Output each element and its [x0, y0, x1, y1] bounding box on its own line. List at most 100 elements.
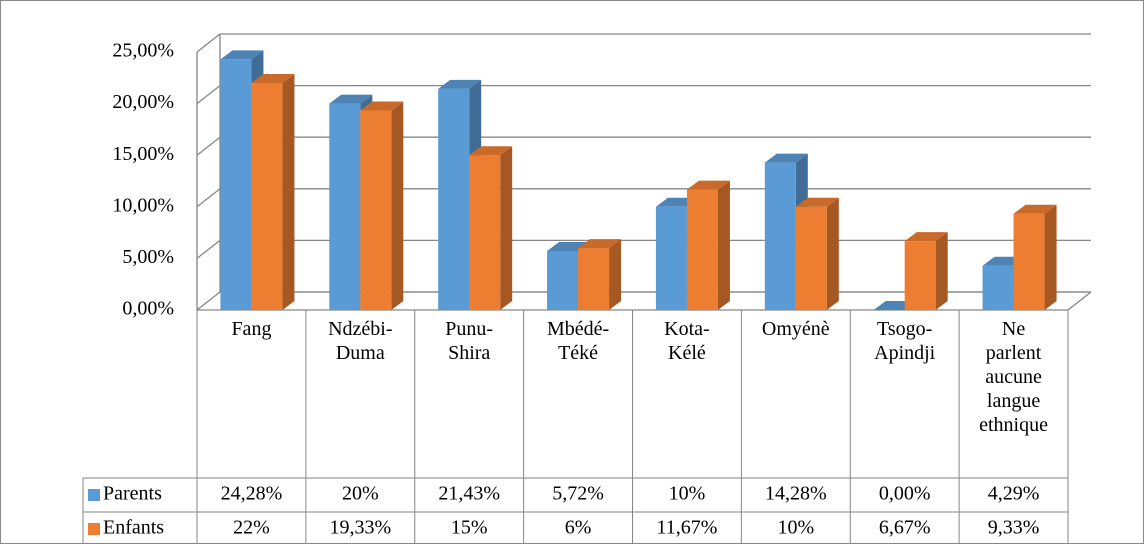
x-tick-label-line: Téké: [558, 342, 598, 364]
value-label: 20%: [342, 483, 379, 505]
x-tick-label-line: Tsogo-: [877, 318, 932, 340]
value-label: 4,29%: [988, 483, 1040, 505]
bar-front: [251, 82, 283, 311]
value-label: 6,67%: [879, 517, 931, 539]
value-label: 21,43%: [438, 483, 500, 505]
x-tick-label: Ne parlent aucune langue ethnique: [979, 318, 1048, 436]
bar: [764, 153, 808, 310]
x-tick-label: Kota-Kélé: [664, 318, 710, 364]
bar-side: [391, 101, 404, 310]
bar-side: [826, 197, 839, 310]
bar-top: [329, 94, 373, 104]
x-tick-label-line: Ne: [1002, 318, 1025, 340]
bar-front: [982, 265, 1014, 310]
grid-line-side: [196, 239, 221, 259]
grid-line-side: [196, 33, 221, 53]
bar-top: [578, 239, 622, 249]
value-label: 22%: [233, 517, 270, 539]
bar-side: [500, 146, 513, 310]
value-label: 0,00%: [879, 483, 931, 505]
y-tick-label: 5,00%: [122, 246, 174, 268]
x-tick-label: Fang: [231, 318, 271, 340]
bar: [578, 239, 622, 310]
bar-front: [1013, 213, 1045, 310]
x-tick-label: Punu-Shira: [445, 318, 493, 364]
grid-line-side: [196, 291, 221, 311]
bar-front: [360, 110, 392, 310]
floor-side: [1067, 291, 1092, 311]
bar: [904, 232, 948, 310]
bar: [795, 197, 839, 310]
grid-line-side: [196, 188, 221, 208]
bar-front: [469, 155, 501, 310]
bar-side: [609, 239, 622, 310]
bar-top: [220, 50, 264, 60]
bar: [251, 73, 295, 311]
value-label: 19,33%: [329, 517, 391, 539]
x-tick-label-line: Apindji: [874, 342, 936, 364]
bar-front: [578, 248, 610, 310]
y-tick-label: 15,00%: [112, 143, 174, 165]
bar: [1013, 204, 1057, 310]
x-tick-label: Tsogo-Apindji: [874, 318, 936, 364]
value-label: 9,33%: [988, 517, 1040, 539]
bar-top: [686, 180, 730, 190]
bar-front: [547, 250, 579, 310]
y-tick-label: 10,00%: [112, 194, 174, 216]
x-tick-label-line: Kélé: [668, 342, 706, 364]
x-tick-label-line: ethnique: [979, 414, 1048, 436]
y-tick-label: 20,00%: [112, 91, 174, 113]
bar: [360, 101, 404, 310]
bar: [469, 146, 513, 310]
bar-front: [438, 88, 470, 310]
value-label: 10%: [777, 517, 814, 539]
x-tick-label-line: Mbédé-: [547, 318, 609, 340]
x-tick-label-line: parlent: [986, 342, 1042, 364]
bar-top: [469, 146, 513, 156]
x-tick-label: Omyénè: [762, 318, 830, 340]
bar-front: [795, 206, 827, 310]
x-tick-label-line: Fang: [231, 318, 271, 340]
value-label: 14,28%: [765, 483, 827, 505]
legend-label: Enfants: [103, 517, 164, 539]
bar-front: [655, 206, 687, 310]
grid-line-side: [196, 85, 221, 105]
x-tick-label-line: Punu-: [445, 318, 493, 340]
x-tick-label-line: Ndzébi-: [328, 318, 392, 340]
y-tick-label: 25,00%: [112, 40, 174, 62]
value-label: 6%: [565, 517, 592, 539]
bar-side: [1044, 204, 1057, 310]
bar-front: [329, 103, 361, 310]
bar-front: [764, 162, 796, 310]
value-label: 11,67%: [656, 517, 717, 539]
x-tick-label: Ndzébi-Duma: [328, 318, 392, 364]
x-tick-label-line: Kota-: [664, 318, 710, 340]
bar-top: [251, 73, 295, 83]
x-tick-label-line: Shira: [448, 342, 490, 364]
value-label: 10%: [669, 483, 706, 505]
bar-top: [764, 153, 808, 163]
x-tick-label-line: Duma: [336, 342, 385, 364]
bar-front: [686, 189, 718, 310]
legend-swatch: [88, 489, 100, 501]
x-tick-label-line: langue: [987, 390, 1040, 412]
grid-line-side: [196, 136, 221, 156]
bar-top: [795, 197, 839, 207]
bar-front: [904, 241, 936, 310]
value-label: 24,28%: [221, 483, 283, 505]
bar-side: [935, 232, 948, 310]
bar-side: [717, 180, 730, 310]
legend-label: Parents: [103, 483, 162, 505]
x-tick-label-line: aucune: [985, 366, 1042, 388]
x-tick-label-line: Omyénè: [762, 318, 830, 340]
bar-front: [220, 59, 252, 310]
bar-top: [438, 79, 482, 89]
bar-top: [904, 232, 948, 242]
bar-top: [360, 101, 404, 111]
legend-swatch: [88, 523, 100, 535]
y-tick-label: 0,00%: [122, 298, 174, 320]
bar-top: [1013, 204, 1057, 214]
bar: [686, 180, 730, 310]
value-label: 5,72%: [552, 483, 604, 505]
